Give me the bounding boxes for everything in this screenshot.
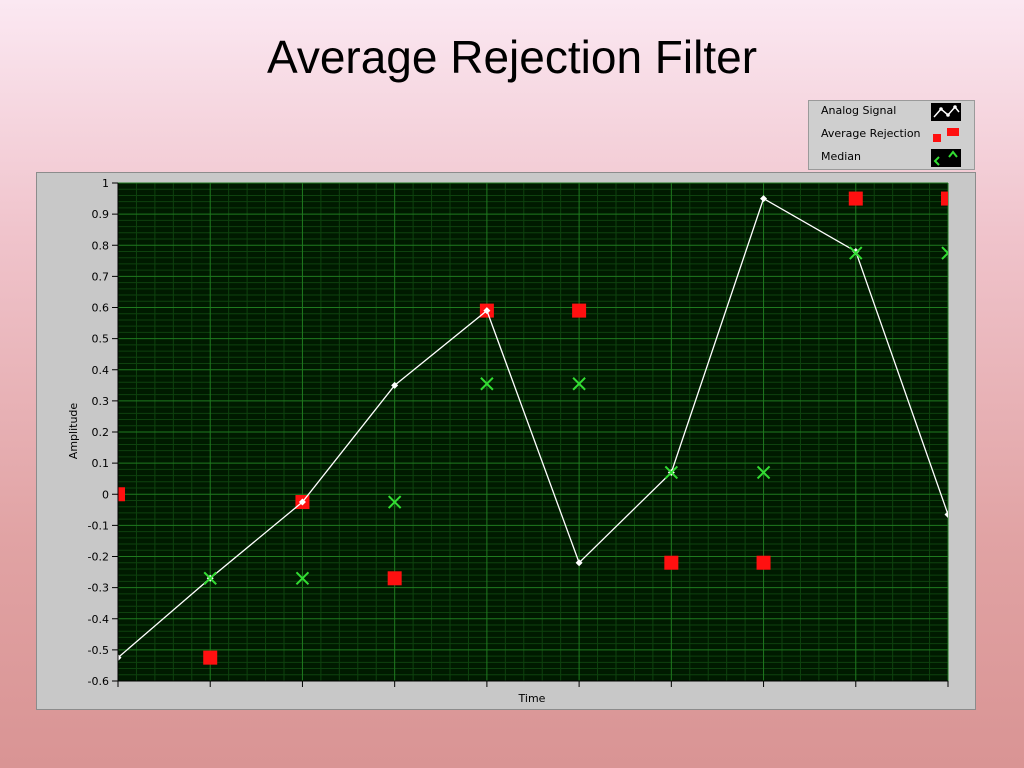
median-point[interactable] xyxy=(572,377,586,391)
analog-signal-point[interactable] xyxy=(483,307,491,315)
x-axis-title: Time xyxy=(518,692,546,705)
average-rejection-point[interactable] xyxy=(941,191,955,206)
y-axis: 1 0.9 0.8 0.7 0.6 0.5 0.4 0.3 0.2 0.1 0 -0.1 -0.2 -0.… xyxy=(88,177,119,688)
median-marker-stroke xyxy=(941,246,948,255)
graph-panel: 1 0.9 0.8 0.7 0.6 0.5 0.4 0.3 0.2 0.1 0 -0.1 -0.2 -0.… xyxy=(36,172,976,710)
plot-legend: Analog Signal Average Rejection Median xyxy=(808,100,975,170)
analog-signal-point[interactable] xyxy=(575,559,583,567)
legend-label: Median xyxy=(821,150,862,163)
median-marker-stroke xyxy=(756,465,771,480)
average-rejection-point[interactable] xyxy=(572,303,587,318)
median-marker-stroke xyxy=(203,571,217,585)
y-tick-label: -0.2 xyxy=(88,551,109,564)
y-tick-label: -0.3 xyxy=(88,582,109,595)
median-point[interactable] xyxy=(203,571,217,585)
median-point[interactable] xyxy=(295,571,310,585)
median-marker-stroke xyxy=(572,377,586,391)
y-tick-label: -0.6 xyxy=(88,675,109,688)
y-tick-label: 0.8 xyxy=(92,239,110,252)
median-point[interactable] xyxy=(941,246,954,260)
y-tick-label: 0.6 xyxy=(92,302,110,315)
median-marker-stroke xyxy=(480,377,494,391)
median-point[interactable] xyxy=(756,465,771,480)
analog-signal-point[interactable] xyxy=(115,654,122,662)
median-point[interactable] xyxy=(480,377,494,391)
red-square-marker-icon xyxy=(931,126,961,144)
legend-label: Analog Signal xyxy=(821,104,897,117)
median-marker-stroke xyxy=(664,465,679,480)
y-axis-title: Amplitude xyxy=(67,403,80,460)
y-tick-label: 0 xyxy=(102,488,109,501)
median-marker-stroke xyxy=(941,251,948,260)
y-tick-label: 1 xyxy=(102,177,109,190)
legend-item-average-rejection[interactable]: Average Rejection xyxy=(809,124,974,147)
y-tick-label: -0.1 xyxy=(88,519,109,532)
series-layer xyxy=(111,191,955,665)
analog-signal-point[interactable] xyxy=(760,195,768,203)
median-marker-stroke xyxy=(295,571,310,585)
median-point[interactable] xyxy=(849,246,863,260)
median-marker-stroke xyxy=(387,495,402,509)
average-rejection-point[interactable] xyxy=(664,555,679,570)
y-tick-label: 0.5 xyxy=(92,333,110,346)
slide-title: Average Rejection Filter xyxy=(266,31,758,83)
y-tick-label: 0.9 xyxy=(92,208,110,221)
median-marker-stroke xyxy=(849,246,863,260)
y-tick-label: -0.5 xyxy=(88,644,109,657)
y-tick-label: -0.4 xyxy=(88,613,109,626)
average-rejection-point[interactable] xyxy=(848,191,863,206)
average-rejection-point[interactable] xyxy=(756,555,771,570)
analog-signal-point[interactable] xyxy=(391,381,399,389)
legend-item-median[interactable]: Median xyxy=(809,147,974,170)
analog-signal-line[interactable] xyxy=(118,197,948,659)
green-x-marker-icon xyxy=(931,149,961,167)
x-axis xyxy=(117,680,949,687)
chart: 1 0.9 0.8 0.7 0.6 0.5 0.4 0.3 0.2 0.1 0 -0.1 -0.2 -0.… xyxy=(67,177,955,705)
analog-signal-point[interactable] xyxy=(944,510,952,518)
legend-item-analog-signal[interactable]: Analog Signal xyxy=(809,101,974,124)
analog-signal-point[interactable] xyxy=(852,247,860,255)
median-point[interactable] xyxy=(664,465,679,480)
line-with-points-icon xyxy=(931,103,961,121)
average-rejection-point[interactable] xyxy=(387,571,402,586)
median-point[interactable] xyxy=(387,495,402,509)
y-tick-label: 0.2 xyxy=(92,426,110,439)
plot-area[interactable] xyxy=(111,182,955,682)
y-tick-label: 0.1 xyxy=(92,457,110,470)
legend-label: Average Rejection xyxy=(821,127,921,140)
average-rejection-point[interactable] xyxy=(111,487,125,502)
analog-signal-point[interactable] xyxy=(298,498,306,506)
y-tick-label: 0.4 xyxy=(92,364,110,377)
y-tick-label: 0.3 xyxy=(92,395,110,408)
average-rejection-point[interactable] xyxy=(203,650,218,665)
y-tick-label: 0.7 xyxy=(92,270,110,283)
